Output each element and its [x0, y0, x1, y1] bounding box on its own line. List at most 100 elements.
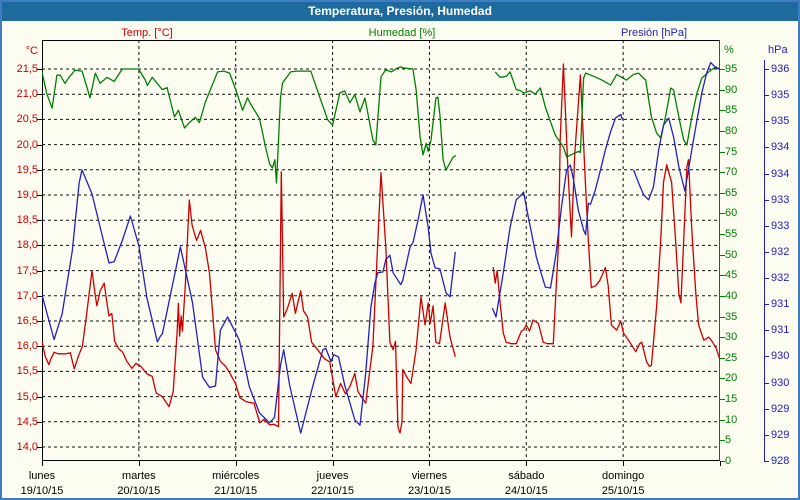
day-boundary-tick — [720, 461, 721, 466]
humidity-tick-label: 50 — [725, 248, 738, 261]
temp-tick-label: 14,5 — [16, 415, 38, 428]
temp-axis-unit: °C — [25, 45, 38, 57]
temp-tick-label: 19,0 — [16, 189, 38, 201]
pressure-tick-mark — [764, 408, 769, 410]
temp-tick-label: 15,0 — [16, 390, 38, 403]
temp-tick-mark — [37, 169, 42, 171]
legend-humidity: Humedad [%] — [368, 27, 436, 39]
temp-tick-label: 18,0 — [16, 239, 38, 252]
humidity-tick-label: 60 — [725, 207, 738, 220]
humidity-tick-label: 5 — [725, 434, 732, 447]
temp-tick-mark — [37, 396, 42, 398]
temp-tick-label: 16,0 — [16, 340, 38, 353]
humidity-tick-label: 90 — [725, 83, 738, 96]
temp-tick-mark — [37, 195, 42, 196]
legend-pressure: Presión [hPa] — [620, 27, 688, 39]
plot-area — [42, 40, 720, 461]
day-date-label: 24/10/15 — [504, 485, 548, 497]
pressure-tick-mark — [764, 304, 769, 306]
pressure-tick-label: 928 — [771, 455, 790, 467]
humidity-tick-mark — [720, 110, 725, 112]
series-pressure — [42, 169, 456, 434]
day-name-label: martes — [122, 470, 156, 482]
pressure-tick-label: 932 — [771, 272, 790, 285]
pressure-tick-mark — [764, 434, 769, 436]
temp-tick-mark — [37, 321, 42, 322]
humidity-tick-mark — [720, 461, 725, 462]
day-name-label: domingo — [602, 470, 645, 482]
day-name-label: jueves — [316, 470, 349, 482]
humidity-tick-label: 70 — [725, 166, 738, 179]
pressure-tick-mark — [764, 461, 769, 462]
pressure-tick-mark — [764, 382, 769, 384]
humidity-tick-label: 30 — [725, 331, 738, 344]
humidity-tick-mark — [720, 419, 725, 421]
day-boundary-tick — [235, 461, 237, 466]
humidity-tick-mark — [720, 275, 725, 277]
temp-tick-label: 15,5 — [16, 365, 38, 378]
day-boundary-tick — [332, 461, 334, 466]
window-title: Temperatura, Presión, Humedad — [2, 2, 798, 21]
temp-tick-mark — [37, 94, 42, 96]
day-date-label: 20/10/15 — [117, 485, 161, 497]
temp-tick-label: 16,5 — [16, 315, 38, 327]
day-name-label: sábado — [508, 470, 545, 482]
humidity-tick-mark — [720, 357, 725, 359]
temp-tick-label: 19,5 — [16, 163, 38, 176]
pressure-tick-mark — [764, 225, 769, 227]
temp-tick-label: 18,5 — [16, 214, 38, 227]
humidity-tick-label: 65 — [725, 186, 738, 199]
pressure-axis-line — [764, 60, 765, 462]
pressure-tick-mark — [764, 278, 769, 280]
pressure-tick-label: 933 — [771, 193, 790, 206]
pressure-tick-mark — [764, 69, 769, 70]
pressure-tick-label: 930 — [771, 376, 790, 389]
humidity-tick-mark — [720, 172, 725, 174]
humidity-tick-label: 0 — [725, 455, 732, 467]
series-humidity — [42, 66, 457, 184]
humidity-tick-label: 25 — [725, 351, 738, 364]
temp-tick-mark — [37, 220, 42, 222]
humidity-tick-label: 20 — [725, 372, 738, 385]
humidity-axis-unit: % — [724, 44, 734, 56]
day-boundary-tick — [526, 461, 528, 466]
legend-temperature: Temp. [°C] — [121, 27, 173, 39]
humidity-tick-label: 85 — [725, 104, 738, 117]
day-date-label: 21/10/15 — [214, 485, 258, 497]
pressure-tick-mark — [764, 199, 769, 201]
temp-tick-mark — [37, 245, 42, 247]
day-name-label: viernes — [411, 470, 448, 482]
temp-tick-label: 20,5 — [16, 113, 38, 126]
humidity-tick-label: 55 — [725, 228, 738, 241]
humidity-tick-mark — [720, 295, 725, 297]
pressure-tick-mark — [764, 121, 769, 123]
pressure-tick-label: 931 — [771, 324, 790, 337]
humidity-tick-mark — [720, 89, 725, 91]
temp-tick-mark — [37, 144, 42, 146]
temp-tick-mark — [37, 295, 42, 297]
day-date-label: 22/10/15 — [311, 485, 354, 497]
temp-tick-mark — [37, 421, 42, 423]
humidity-tick-mark — [720, 130, 725, 132]
pressure-tick-label: 932 — [771, 245, 790, 258]
series-temperature — [492, 63, 720, 368]
humidity-tick-mark — [720, 192, 725, 194]
pressure-tick-mark — [764, 356, 769, 358]
pressure-tick-label: 929 — [771, 428, 790, 441]
humidity-tick-label: 45 — [725, 269, 738, 282]
humidity-tick-mark — [720, 234, 725, 236]
humidity-tick-label: 15 — [725, 393, 738, 406]
day-boundary-tick — [42, 461, 43, 466]
pressure-tick-mark — [764, 330, 769, 332]
temp-tick-mark — [37, 371, 42, 373]
series-humidity — [494, 66, 720, 158]
pressure-tick-mark — [764, 147, 769, 149]
humidity-tick-label: 80 — [725, 124, 738, 137]
humidity-tick-label: 75 — [725, 145, 738, 158]
humidity-tick-mark — [720, 151, 725, 153]
pressure-tick-label: 935 — [771, 115, 790, 128]
humidity-tick-mark — [720, 378, 725, 380]
temp-tick-mark — [37, 69, 42, 70]
pressure-tick-label: 934 — [771, 141, 790, 154]
day-name-label: miércoles — [212, 470, 260, 482]
